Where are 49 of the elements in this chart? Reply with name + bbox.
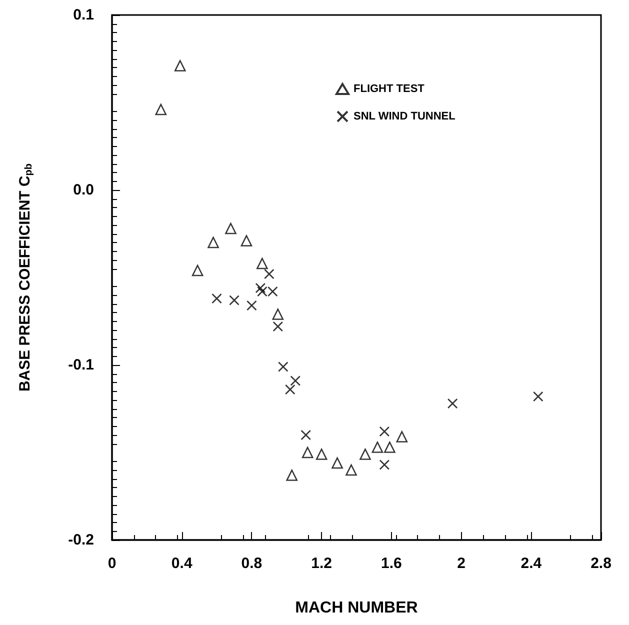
point bbox=[332, 457, 343, 469]
point bbox=[302, 446, 314, 458]
x-tick-label: 0.8 bbox=[241, 555, 262, 572]
point bbox=[272, 321, 284, 332]
point bbox=[360, 448, 371, 460]
point bbox=[290, 376, 301, 386]
point bbox=[208, 236, 219, 248]
point bbox=[225, 222, 236, 234]
point bbox=[372, 442, 384, 453]
point bbox=[532, 391, 544, 402]
point bbox=[174, 60, 186, 72]
y-tick-label: -0.1 bbox=[68, 356, 94, 374]
point bbox=[246, 300, 257, 311]
x-tick-label: 1.2 bbox=[311, 555, 332, 572]
point bbox=[212, 293, 222, 304]
y-axis-title: BASE PRESS COEFFICIENT Cpb bbox=[16, 163, 34, 392]
point bbox=[255, 282, 266, 294]
point bbox=[278, 362, 288, 372]
point bbox=[286, 470, 298, 481]
x-tick-label: 1.6 bbox=[381, 555, 402, 572]
point bbox=[268, 286, 278, 297]
point bbox=[284, 384, 296, 395]
point bbox=[240, 235, 252, 246]
point bbox=[264, 268, 274, 280]
x-tick-label: 0 bbox=[108, 555, 116, 572]
point bbox=[384, 442, 396, 453]
point bbox=[257, 286, 268, 297]
point bbox=[379, 460, 390, 470]
x-axis-title: MACH NUMBER bbox=[295, 600, 418, 616]
x-tick-label: 2 bbox=[457, 555, 466, 572]
point bbox=[316, 448, 328, 460]
point bbox=[155, 104, 167, 116]
point bbox=[300, 430, 312, 440]
x-tick-label: 2.4 bbox=[520, 555, 542, 572]
point bbox=[272, 308, 284, 320]
y-tick-label: 0.1 bbox=[73, 6, 94, 24]
point bbox=[346, 464, 357, 476]
legend-label: FLIGHT TEST bbox=[354, 83, 425, 95]
x-tick-label: 2.8 bbox=[590, 555, 612, 572]
point bbox=[229, 295, 240, 306]
y-tick-label: -0.2 bbox=[68, 532, 94, 548]
legend-label: SNL WIND TUNNEL bbox=[354, 110, 456, 122]
point bbox=[192, 264, 204, 276]
point bbox=[447, 398, 458, 409]
y-tick-label: 0.0 bbox=[73, 182, 94, 198]
point bbox=[379, 426, 390, 437]
x-tick-label: 0.4 bbox=[171, 555, 193, 572]
point bbox=[256, 258, 268, 270]
point bbox=[396, 431, 408, 442]
